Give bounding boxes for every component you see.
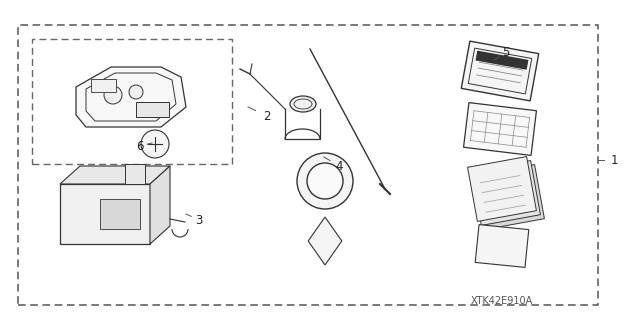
Polygon shape [461,41,539,101]
Text: 3: 3 [195,213,203,226]
Polygon shape [91,79,116,92]
Text: 6: 6 [136,139,144,152]
Polygon shape [463,103,536,155]
Text: 5: 5 [502,46,509,58]
Polygon shape [100,199,140,229]
Ellipse shape [290,96,316,112]
Circle shape [129,85,143,99]
Polygon shape [468,157,536,221]
Polygon shape [136,102,169,117]
Polygon shape [476,165,545,229]
Text: XTK42E910A: XTK42E910A [470,296,532,306]
Text: 4: 4 [335,160,343,173]
Polygon shape [60,184,150,244]
Circle shape [297,153,353,209]
Polygon shape [308,217,342,265]
Circle shape [104,86,122,104]
Bar [32,39,232,164]
Polygon shape [60,166,170,184]
Polygon shape [476,51,529,70]
Circle shape [307,163,343,199]
Text: 1: 1 [611,153,618,167]
Polygon shape [125,164,145,184]
Polygon shape [472,160,540,226]
Text: 2: 2 [263,109,271,122]
Circle shape [141,130,169,158]
Bar [18,25,598,305]
Polygon shape [76,67,186,127]
Polygon shape [150,166,170,244]
Polygon shape [476,225,529,267]
